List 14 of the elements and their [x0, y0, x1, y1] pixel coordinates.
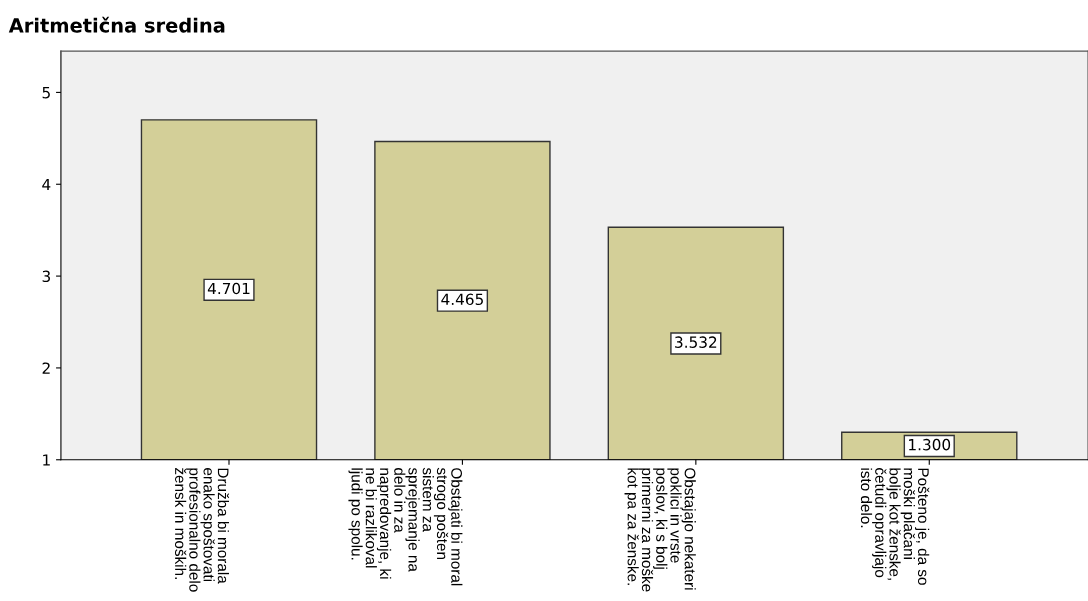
x-tick-label: Obstajajo nekateri poklici in vrste poslov, ki s bolj primerni za moške kot pa za ženske. [624, 468, 696, 592]
x-tick-label: Družba bi morala enako spoštovati profesionalno delo žensk in moških. [175, 468, 230, 592]
x-tick-label: Obstajati bi moral strogo pošten sistem za sprejemanje na delo in za napredovanje, ki ne bi razlikoval ljudi po spolu. [348, 467, 463, 586]
y-tick-label: 3 [42, 270, 50, 283]
y-tick-label: 1 [43, 454, 50, 466]
data-label: 4.701 [207, 282, 250, 295]
y-tick-label: 2 [42, 362, 50, 374]
data-label: 1.300 [909, 438, 951, 451]
data-label: 4.465 [441, 293, 483, 306]
y-tick-label: 4 [42, 178, 51, 191]
x-tick-label: Pošteno je, da so moški plačani bolje kot ženske, četudi opravljajo isto delo. [860, 468, 930, 585]
data-label: 3.532 [675, 336, 717, 348]
y-tick-label: 5 [42, 87, 50, 99]
chart-title: Aritmetična sredina [8, 16, 225, 33]
